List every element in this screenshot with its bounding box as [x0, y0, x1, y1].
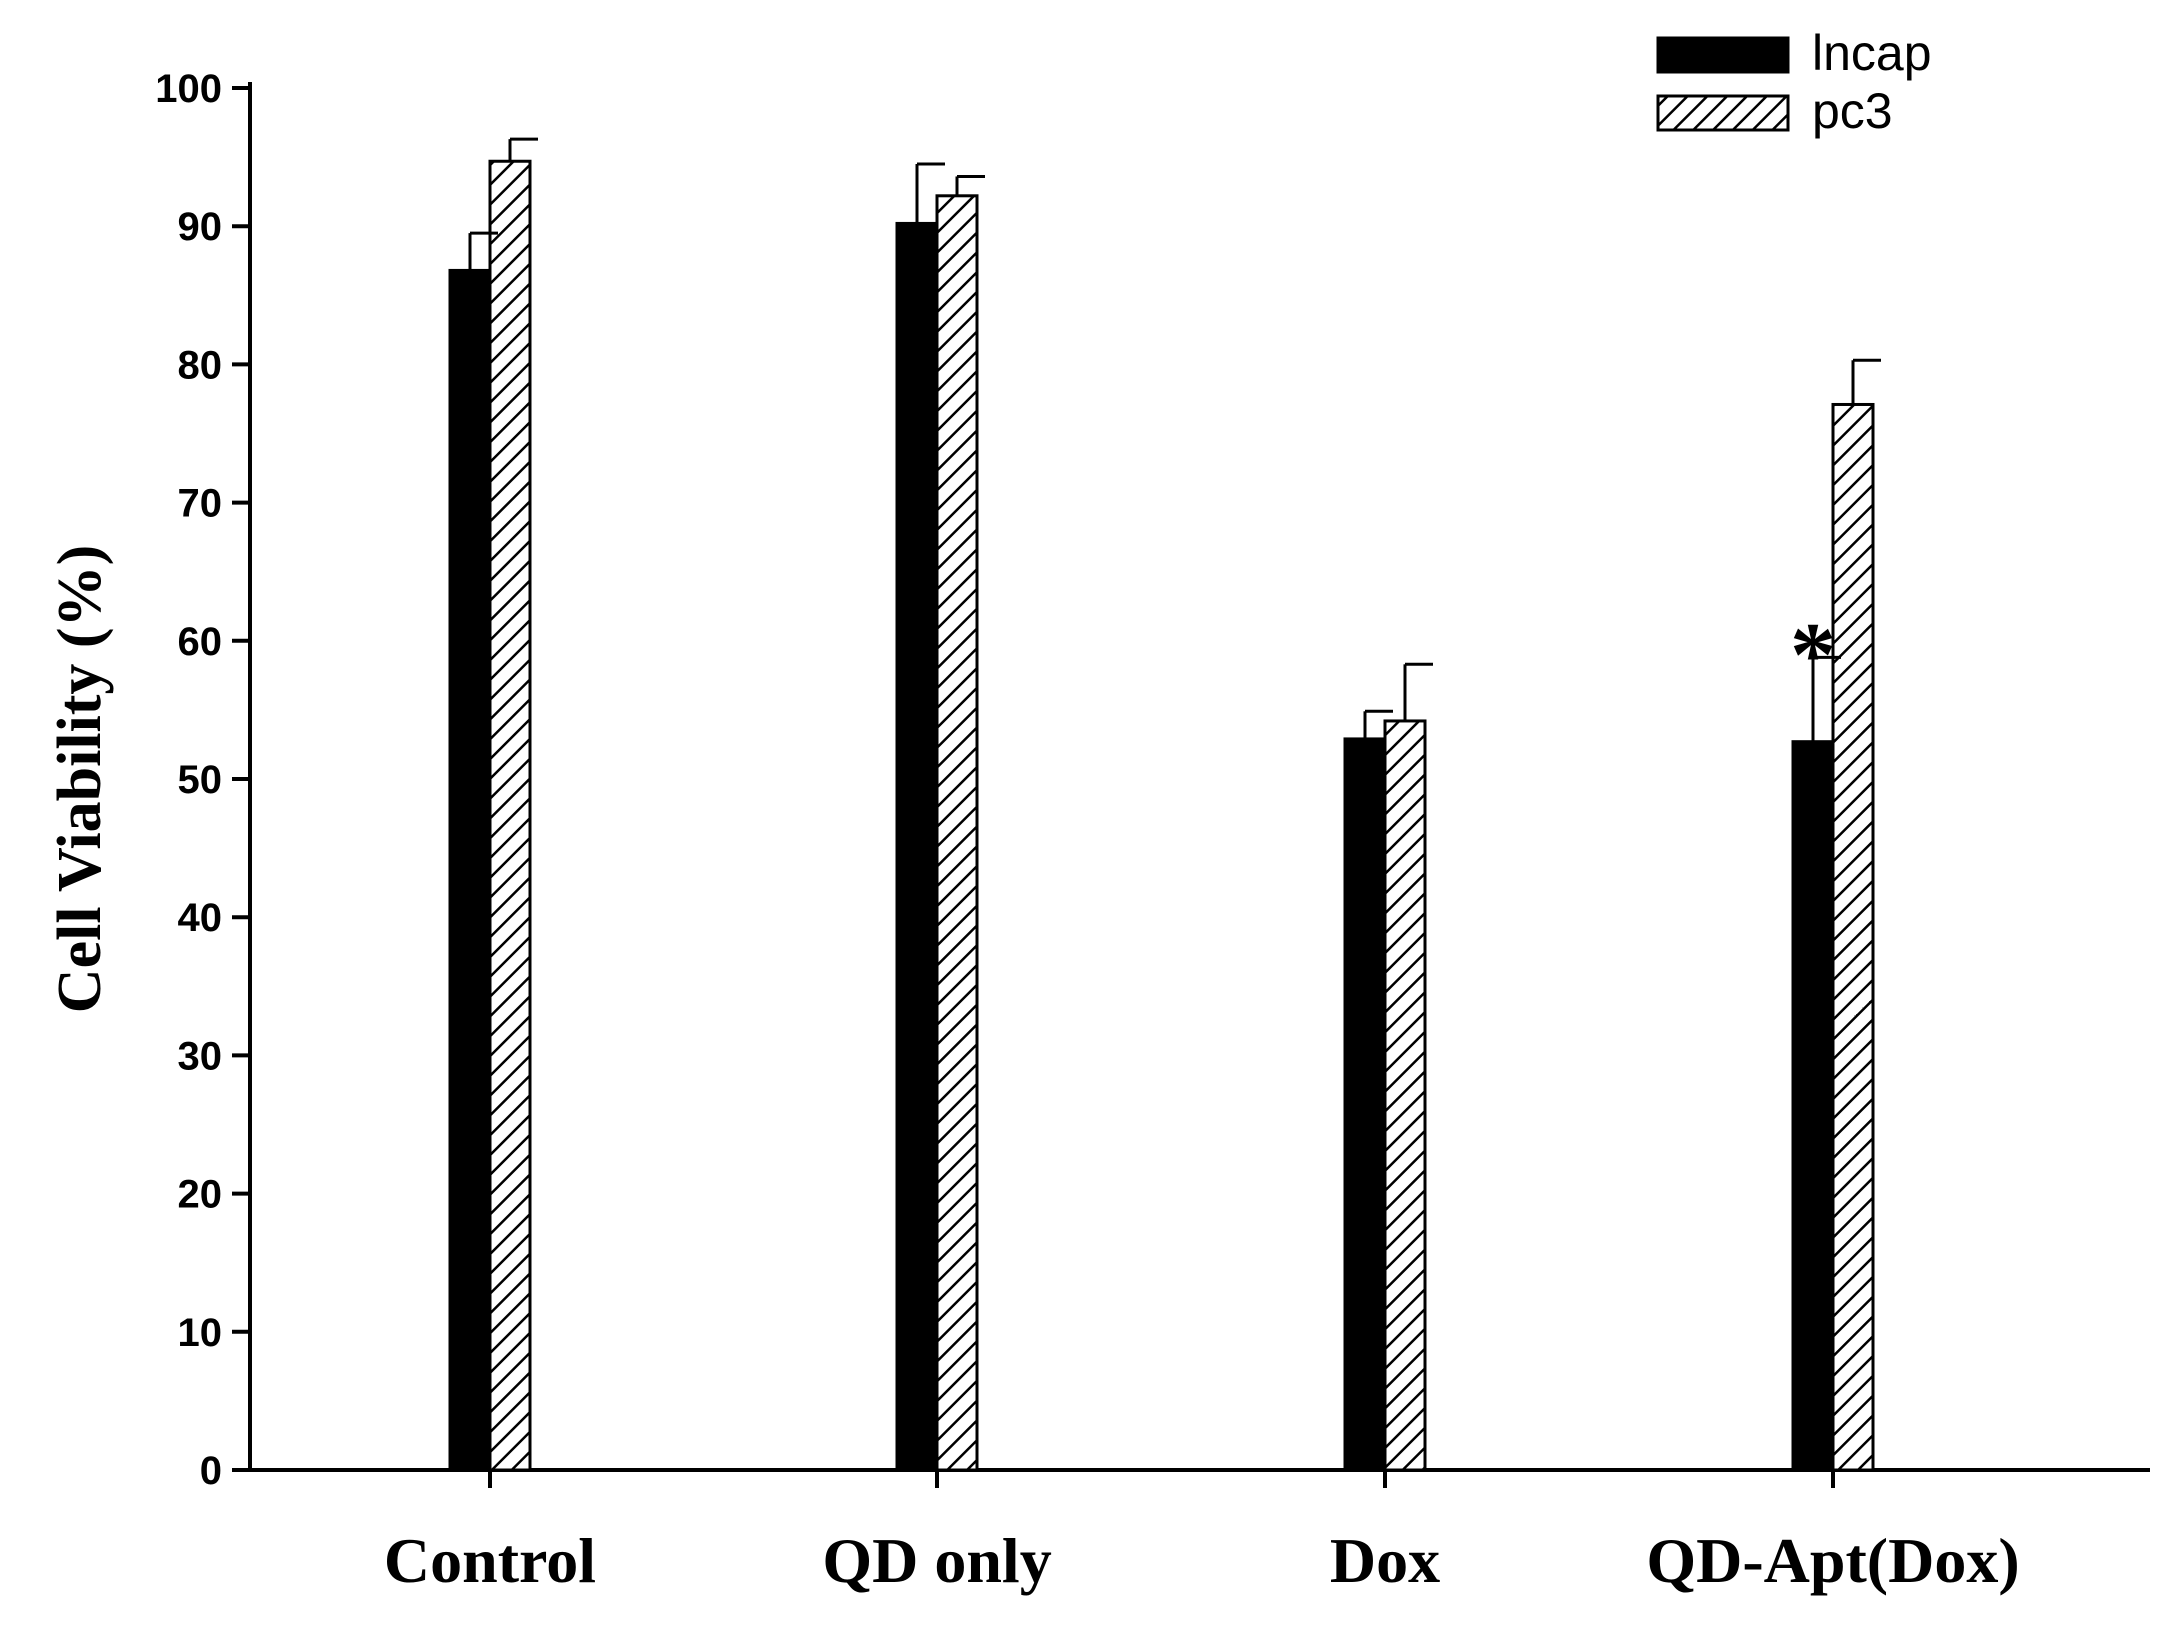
y-tick-label: 70 — [178, 482, 223, 526]
bar-lncap — [1791, 740, 1835, 1472]
y-tick-label: 80 — [178, 343, 223, 387]
bar-lncap — [1343, 737, 1387, 1472]
bar-pc3 — [1383, 719, 1427, 1472]
bar-pc3 — [935, 194, 979, 1472]
legend-label-lncap: lncap — [1812, 25, 1932, 81]
bar-lncap — [895, 221, 939, 1472]
bar-pc3 — [1831, 402, 1875, 1472]
legend-swatch-lncap — [1656, 36, 1790, 74]
x-tick-label: QD-Apt(Dox) — [1646, 1525, 2019, 1596]
y-tick-label: 90 — [178, 205, 223, 249]
x-tick-label: QD only — [822, 1525, 1051, 1596]
x-tick-label: Dox — [1330, 1525, 1440, 1596]
x-tick-label: Control — [384, 1525, 596, 1596]
y-tick-label: 0 — [200, 1449, 222, 1493]
y-tick-label: 50 — [178, 758, 223, 802]
y-tick-label: 30 — [178, 1034, 223, 1078]
bar-pc3 — [488, 159, 532, 1472]
y-tick-label: 60 — [178, 620, 223, 664]
y-tick-label: 100 — [155, 67, 222, 111]
y-tick-label: 10 — [178, 1311, 223, 1355]
legend-swatch-pc3 — [1656, 94, 1790, 132]
significance-asterisk: * — [1790, 603, 1836, 705]
y-axis-label: Cell Viability (%) — [46, 545, 114, 1013]
bar-lncap — [448, 268, 492, 1472]
y-tick-label: 20 — [178, 1173, 223, 1217]
y-tick-label: 40 — [178, 896, 223, 940]
legend-label-pc3: pc3 — [1812, 83, 1893, 139]
